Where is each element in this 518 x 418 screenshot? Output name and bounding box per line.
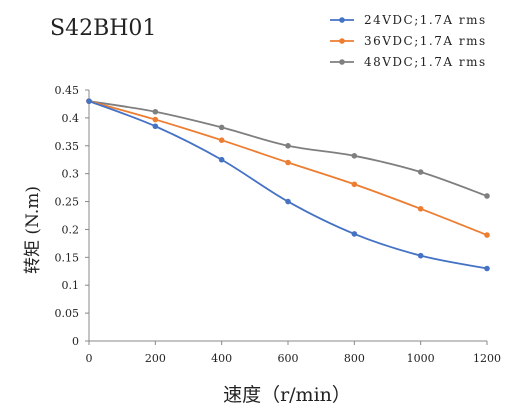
legend-item: 48VDC;1.7A rms: [330, 55, 487, 69]
data-point: [417, 169, 424, 175]
data-point: [152, 123, 159, 130]
data-point: [152, 108, 159, 115]
legend-label: 24VDC;1.7A rms: [364, 13, 487, 27]
series-line: [88, 100, 488, 270]
data-point: [86, 98, 92, 104]
data-point: [218, 137, 225, 143]
legend-swatch-marker: [339, 59, 345, 65]
chart-axes: 0 0.05 0.1 0.15 0.2 0.25 0.3 0.35 0.4 0.45 0 200 400…: [55, 84, 502, 365]
data-point: [218, 156, 225, 163]
legend-item: 24VDC;1.7A rms: [330, 13, 487, 27]
x-tick-label: 600: [278, 352, 299, 365]
data-point: [484, 232, 490, 238]
x-tick-label: 1000: [407, 352, 435, 365]
y-tick-label: 0.1: [62, 279, 80, 292]
legend-swatch-marker: [339, 38, 345, 44]
y-tick-label: 0.25: [55, 196, 80, 209]
y-tick-label: 0: [72, 335, 79, 348]
x-tick-label: 200: [145, 352, 166, 365]
y-tick-label: 0.4: [62, 112, 80, 125]
data-point: [285, 142, 291, 149]
data-point: [351, 181, 358, 188]
data-point: [285, 159, 291, 166]
y-axis-label: 转矩 (N.m): [23, 186, 43, 274]
y-tick-label: 0.45: [55, 84, 80, 97]
data-point: [417, 206, 424, 212]
data-point: [484, 193, 490, 199]
y-tick-label: 0.05: [55, 307, 80, 320]
y-tick-label: 0.2: [62, 223, 80, 236]
data-point: [218, 124, 225, 131]
y-tick-label: 0.35: [55, 140, 80, 153]
data-point: [351, 153, 358, 159]
series-0: [86, 98, 490, 272]
data-point: [351, 231, 358, 237]
series-2: [86, 98, 490, 199]
data-point: [417, 252, 424, 259]
x-tick-label: 1200: [473, 352, 501, 365]
x-tick-label: 800: [344, 352, 365, 365]
series-1: [86, 98, 490, 238]
x-axis-label: 速度（r/min）: [223, 384, 351, 406]
x-tick-label: 400: [211, 352, 232, 365]
legend-label: 48VDC;1.7A rms: [364, 55, 487, 69]
data-point: [285, 198, 291, 205]
y-tick-label: 0.15: [55, 251, 80, 264]
legend-label: 36VDC;1.7A rms: [364, 34, 487, 48]
series-line: [88, 100, 488, 236]
chart-legend: 24VDC;1.7A rms 36VDC;1.7A rms 48VDC;1.7A r…: [330, 13, 487, 69]
legend-swatch-marker: [339, 17, 345, 23]
chart-title: S42BH01: [50, 16, 156, 41]
x-tick-label: 0: [86, 352, 93, 365]
chart-series: [86, 98, 490, 272]
data-point: [484, 265, 490, 272]
legend-item: 36VDC;1.7A rms: [330, 34, 487, 48]
y-tick-label: 0.3: [62, 168, 80, 181]
data-point: [152, 116, 159, 123]
